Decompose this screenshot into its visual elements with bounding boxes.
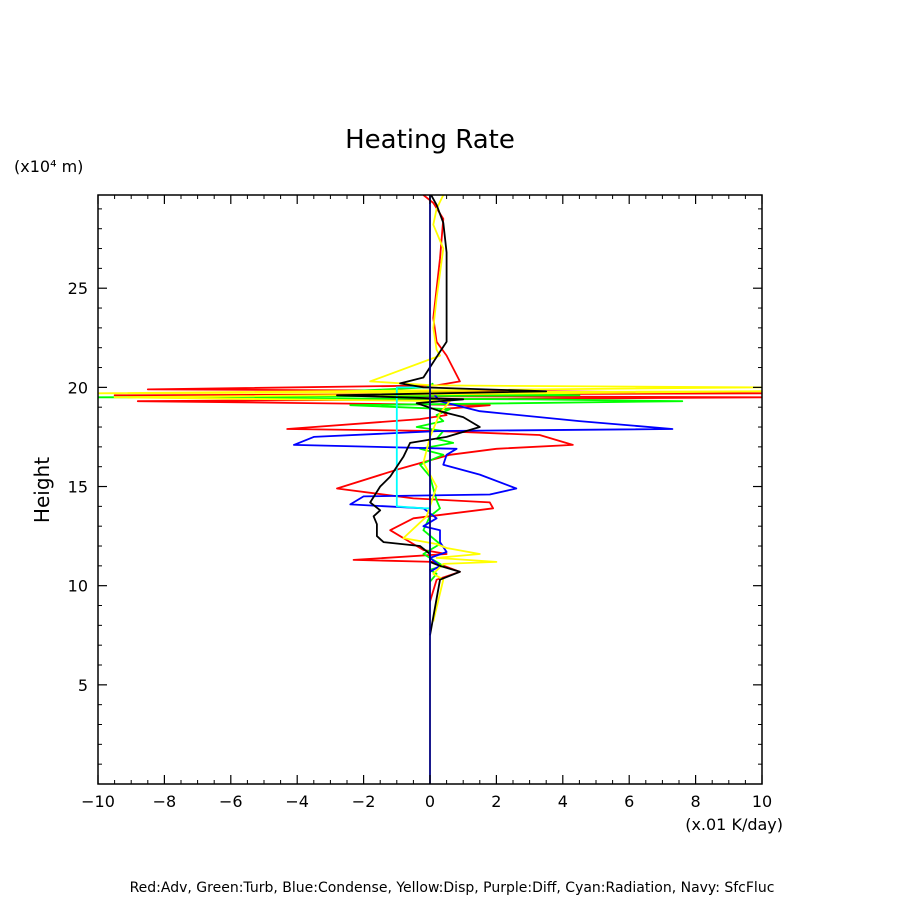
y-tick-label: 25	[68, 279, 88, 298]
x-axis-unit: (x.01 K/day)	[685, 815, 783, 834]
x-tick-label: 4	[558, 792, 568, 811]
series-line-cyan	[395, 386, 430, 510]
series-line-green	[98, 382, 684, 583]
x-tick-label: 0	[425, 792, 435, 811]
x-tick-label: 6	[624, 792, 634, 811]
y-tick-label: 20	[68, 378, 88, 397]
y-axis-unit: (x10⁴ m)	[14, 157, 83, 176]
y-tick-label: 5	[78, 676, 88, 695]
x-tick-label: 2	[491, 792, 501, 811]
legend-text: Red:Adv, Green:Turb, Blue:Condense, Yell…	[130, 880, 775, 896]
x-tick-label: −4	[285, 792, 309, 811]
x-tick-label: 10	[752, 792, 772, 811]
ticks-layer: −10 −8 −6 −4 −2 0 2 4 6 8 10 5 10 15 20 25	[68, 195, 772, 811]
y-tick-label: 15	[68, 478, 88, 497]
series-line-blue	[292, 388, 674, 573]
series-layer	[98, 195, 762, 784]
x-tick-label: −10	[81, 792, 115, 811]
series-line-yellow	[98, 195, 762, 622]
x-tick-label: −2	[352, 792, 376, 811]
y-tick-label: 10	[68, 577, 88, 596]
y-axis-label: Height	[30, 457, 54, 523]
x-tick-label: −6	[219, 792, 243, 811]
plot-frame	[97, 194, 763, 785]
chart-title: Heating Rate	[345, 125, 515, 155]
x-tick-label: −8	[153, 792, 177, 811]
x-tick-label: 8	[691, 792, 701, 811]
series-line-black	[336, 195, 548, 636]
